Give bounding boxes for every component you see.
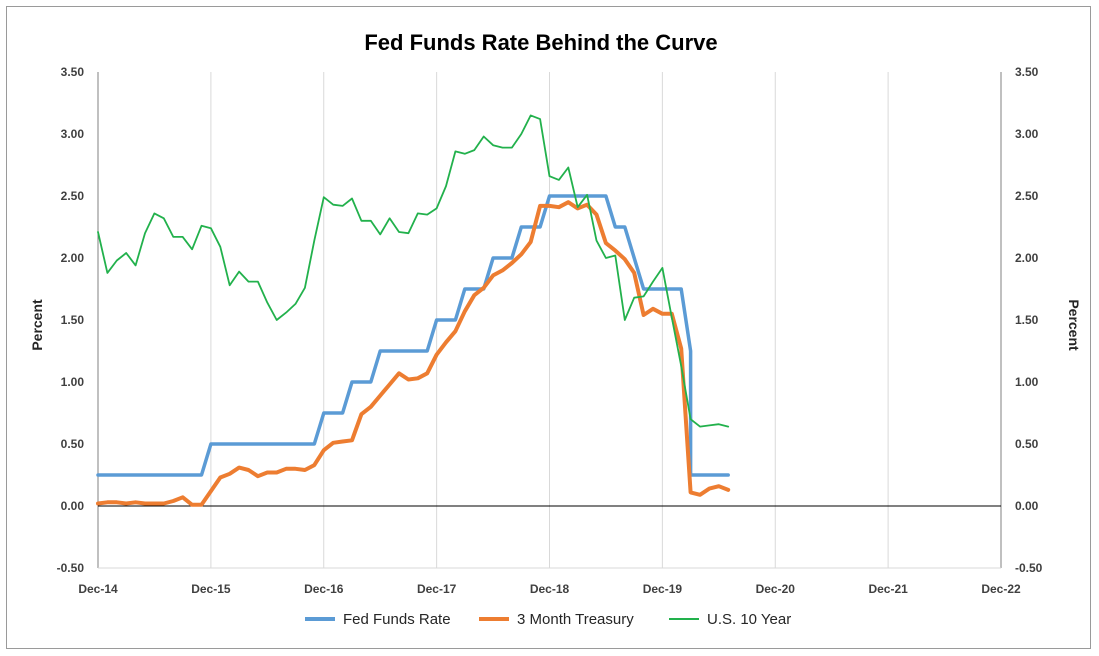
y-tick-label-left: 1.00: [61, 375, 85, 389]
series-line-fed-funds-rate: [96, 194, 730, 477]
x-tick-label: Dec-18: [530, 582, 570, 596]
series-line-u-s-10-year: [97, 114, 730, 428]
gridlines: [210, 72, 889, 568]
chart-title: Fed Funds Rate Behind the Curve: [364, 30, 717, 55]
x-tick-label: Dec-21: [868, 582, 908, 596]
legend-label: U.S. 10 Year: [707, 611, 791, 628]
y-tick-label-right: 2.00: [1015, 251, 1039, 265]
y-tick-label-left: 0.50: [61, 437, 85, 451]
x-tick-label: Dec-22: [981, 582, 1021, 596]
legend-label: 3 Month Treasury: [517, 611, 634, 628]
y-tick-label-right: -0.50: [1015, 561, 1043, 575]
y-tick-label-right: 1.50: [1015, 313, 1039, 327]
y-tick-label-left: 0.00: [61, 499, 85, 513]
y-tick-label-left: 3.50: [61, 65, 85, 79]
x-tick-label: Dec-19: [643, 582, 683, 596]
tick-labels: Dec-14 Dec-15 Dec-16 Dec-17 Dec-18 Dec-19 Dec-…: [57, 65, 1043, 596]
y-tick-label-right: 1.00: [1015, 375, 1039, 389]
x-tick-label: Dec-14: [78, 582, 118, 596]
y-tick-label-left: 3.00: [61, 127, 85, 141]
y-tick-label-left: 2.00: [61, 251, 85, 265]
series-layer: [96, 114, 731, 507]
x-tick-label: Dec-16: [304, 582, 344, 596]
y-axis-title-right: Percent: [1066, 299, 1082, 351]
x-tick-label: Dec-15: [191, 582, 231, 596]
legend-label: Fed Funds Rate: [343, 611, 451, 628]
axes: [97, 72, 1002, 569]
y-tick-label-right: 2.50: [1015, 189, 1039, 203]
y-tick-label-right: 3.50: [1015, 65, 1039, 79]
y-tick-label-left: -0.50: [57, 561, 85, 575]
y-tick-label-right: 0.50: [1015, 437, 1039, 451]
chart-area: Fed Funds Rate Behind the Curve Dec-14 De…: [6, 6, 1091, 649]
legend: Fed Funds Rate 3 Month Treasury U.S. 10 Ye…: [305, 611, 791, 628]
y-tick-label-left: 1.50: [61, 313, 85, 327]
chart-svg: Fed Funds Rate Behind the Curve Dec-14 De…: [29, 30, 1082, 628]
y-tick-label-right: 3.00: [1015, 127, 1039, 141]
y-axis-title-left: Percent: [29, 299, 45, 351]
series-line-3-month-treasury: [96, 200, 731, 507]
x-tick-label: Dec-20: [756, 582, 796, 596]
y-tick-label-left: 2.50: [61, 189, 85, 203]
x-tick-label: Dec-17: [417, 582, 457, 596]
y-tick-label-right: 0.00: [1015, 499, 1039, 513]
